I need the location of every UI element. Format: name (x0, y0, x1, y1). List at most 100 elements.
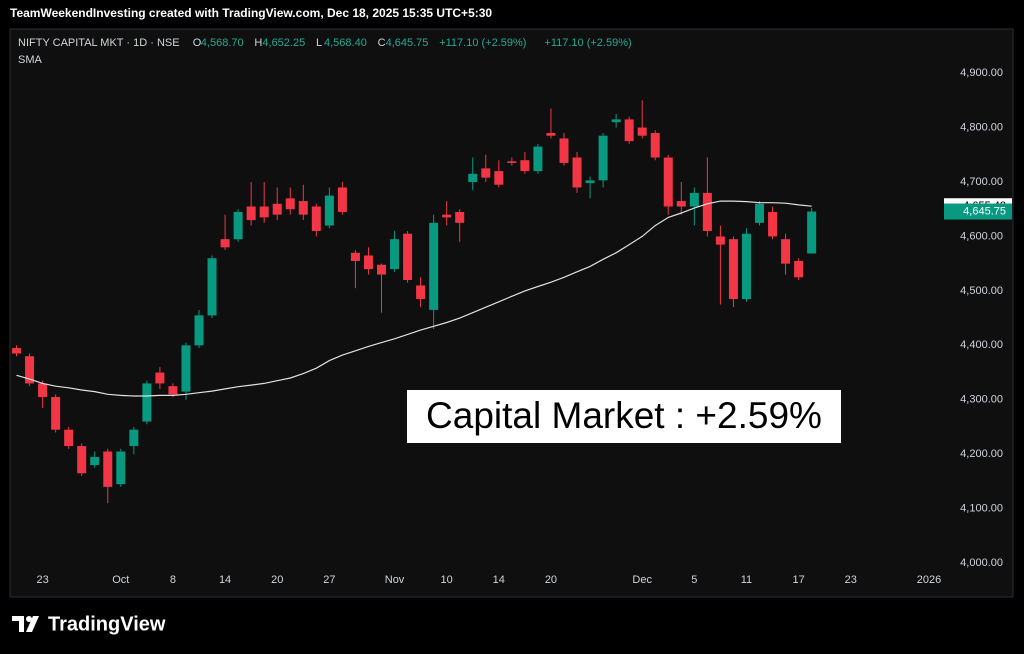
candle-body (468, 173, 478, 182)
candle-body (207, 258, 217, 316)
candle-body (220, 239, 230, 248)
legend-change: +117.10 (+2.59%) (439, 37, 526, 49)
y-tick-label: 4,700.00 (960, 176, 1003, 188)
candle-body (807, 211, 817, 254)
logo-text: TradingView (48, 613, 166, 635)
candle-body (376, 264, 386, 275)
candle-body (64, 429, 74, 447)
candle-body (416, 285, 426, 300)
y-tick-label: 4,600.00 (960, 230, 1003, 242)
candle-body (194, 315, 204, 346)
legend-value: 4,645.75 (386, 37, 429, 49)
candle-body (298, 201, 308, 215)
candle-body (155, 372, 165, 384)
candle-body (715, 236, 725, 245)
candle-body (702, 192, 712, 231)
candle-body (494, 171, 504, 185)
candle-body (272, 203, 282, 215)
legend-key: O (193, 37, 202, 49)
y-tick-label: 4,800.00 (960, 121, 1003, 133)
candle-body (259, 206, 269, 218)
candle-body (233, 211, 243, 240)
candle-body (598, 135, 608, 181)
x-tick-label: 14 (219, 574, 231, 586)
candle-body (481, 168, 491, 178)
candle-body (51, 397, 61, 430)
x-tick-label: 27 (323, 574, 335, 586)
candle-body (546, 132, 556, 136)
chart-title: NIFTY CAPITAL MKT · 1D · NSE (18, 37, 180, 49)
candle-body (168, 386, 178, 395)
candle-body (794, 260, 804, 278)
candle-body (129, 429, 139, 447)
candle-body (455, 211, 465, 223)
y-tick-label: 4,900.00 (960, 67, 1003, 79)
sma-legend: SMA (18, 54, 43, 66)
legend-key: L (316, 37, 322, 49)
candle-body (90, 456, 100, 466)
y-tick-label: 4,000.00 (960, 557, 1003, 569)
close-price-box (944, 203, 1012, 220)
chart-pane (9, 28, 1014, 598)
x-tick-label: 20 (271, 574, 283, 586)
x-tick-label: Dec (632, 574, 652, 586)
x-tick-label: 17 (792, 574, 804, 586)
candle-body (650, 132, 660, 158)
candle-body (781, 239, 791, 264)
candle-body (390, 239, 400, 270)
candle-body (507, 161, 517, 163)
legend-value: 4,568.40 (324, 37, 367, 49)
candle-body (403, 233, 413, 280)
candle-body (611, 119, 621, 123)
candle-body (12, 348, 22, 354)
candle-body (77, 446, 87, 474)
candle-body (624, 119, 634, 142)
candle-body (572, 157, 582, 188)
candle-body (363, 255, 373, 270)
legend-value: 4,568.70 (201, 37, 244, 49)
candle-body (741, 233, 751, 300)
candle-body (337, 187, 347, 212)
candle-body (585, 180, 595, 184)
y-tick-label: 4,400.00 (960, 339, 1003, 351)
candle-body (520, 160, 530, 172)
candle-body (285, 198, 295, 210)
x-tick-label: 8 (170, 574, 176, 586)
x-tick-label: 23 (36, 574, 48, 586)
candle-body (559, 138, 569, 163)
candle-body (429, 222, 439, 310)
annotation: Capital Market : +2.59% (426, 395, 822, 436)
candle-body (103, 451, 113, 487)
x-tick-label: 14 (493, 574, 505, 586)
x-tick-label: 23 (845, 574, 857, 586)
legend-key: H (254, 37, 262, 49)
annotation-box (407, 390, 841, 443)
candle-body (442, 214, 452, 218)
candle-body (311, 206, 321, 231)
x-tick-label: 11 (741, 574, 752, 586)
candle-body (728, 239, 738, 300)
legend-value: 4,652.25 (262, 37, 305, 49)
header: TeamWeekendInvesting created with Tradin… (10, 6, 492, 20)
candle-body (663, 157, 673, 207)
candle-body (116, 451, 126, 485)
x-tick-label: 20 (545, 574, 557, 586)
candle-body (38, 383, 48, 398)
x-tick-label: Nov (385, 574, 405, 586)
candle-body (689, 192, 699, 207)
candle-body (768, 211, 778, 237)
y-tick-label: 4,500.00 (960, 285, 1003, 297)
x-tick-label: 5 (691, 574, 697, 586)
candle-body (142, 383, 152, 422)
y-tick-label: 4,300.00 (960, 394, 1003, 406)
candle-body (676, 201, 686, 207)
logo-icon (12, 616, 39, 632)
sma-line (16, 200, 812, 397)
x-tick-label: Oct (112, 574, 129, 586)
y-tick-label: 4,100.00 (960, 503, 1003, 515)
candle-body (324, 195, 334, 226)
candle-body (246, 206, 256, 221)
close-price-label: 4,645.75 (963, 205, 1006, 217)
candle-body (25, 356, 35, 384)
